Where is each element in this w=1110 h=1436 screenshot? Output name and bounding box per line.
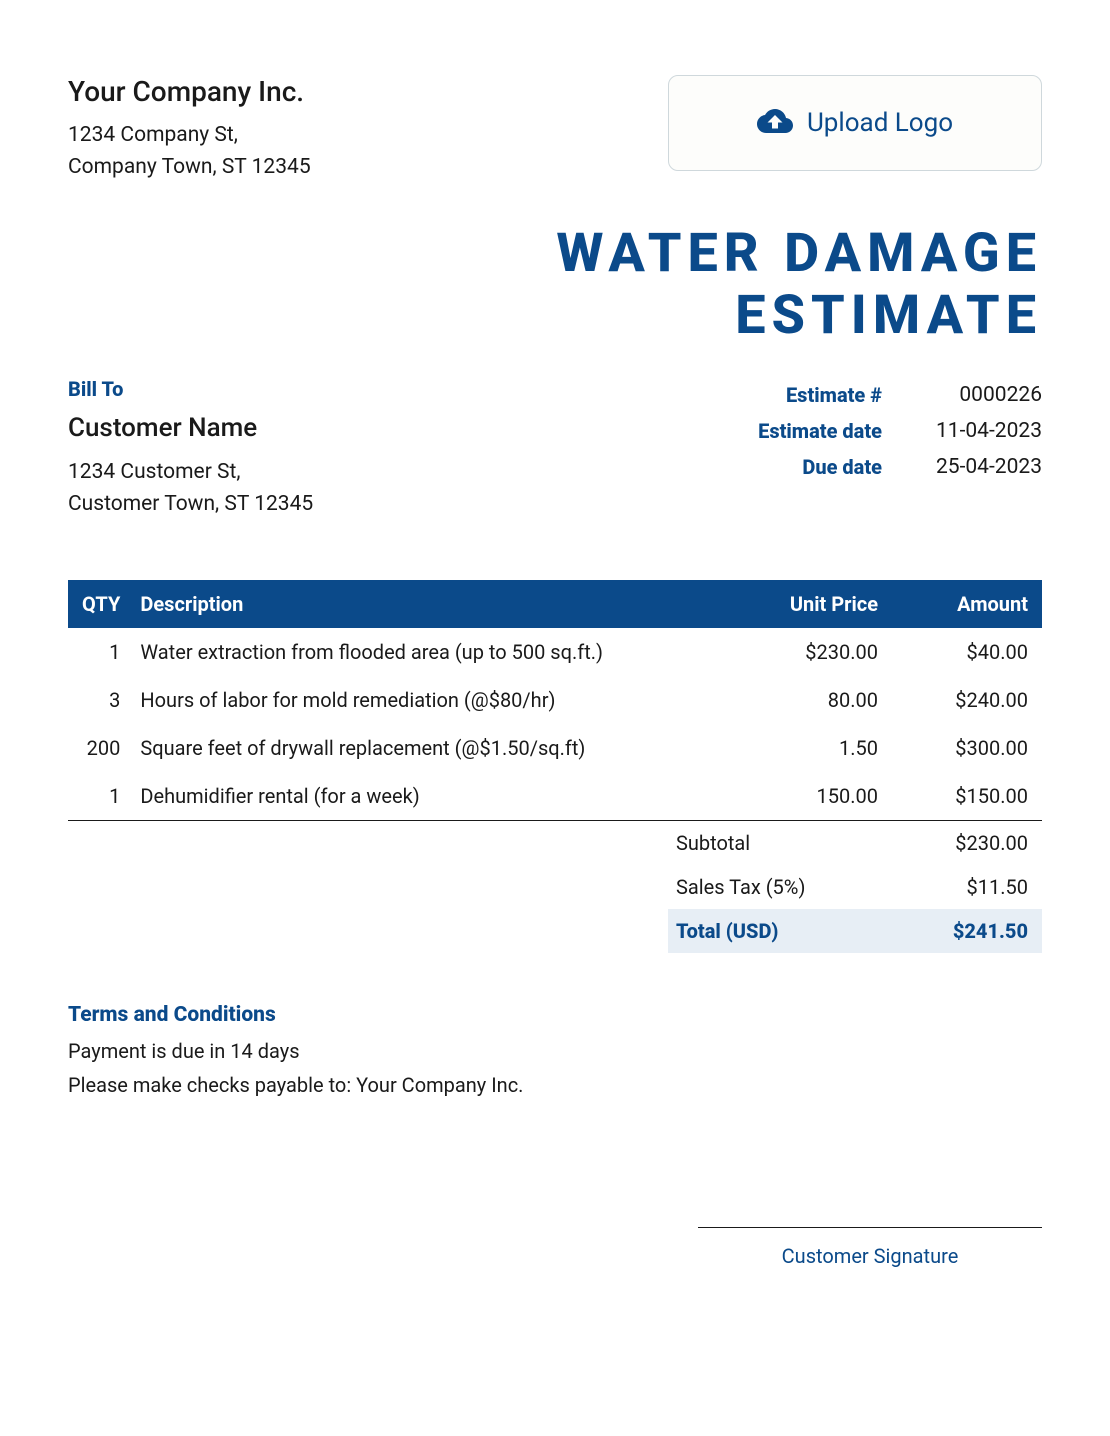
terms-line: Please make checks payable to: Your Comp… — [68, 1073, 1042, 1097]
signature-label: Customer Signature — [698, 1244, 1042, 1268]
upload-logo-button[interactable]: Upload Logo — [668, 75, 1042, 171]
signature-block: Customer Signature — [68, 1227, 1042, 1268]
line-items-table: QTY Description Unit Price Amount 1Water… — [68, 580, 1042, 821]
cell-unit-price: 150.00 — [742, 772, 892, 821]
document-title-line2: ESTIMATE — [68, 285, 1042, 347]
meta-value: 11-04-2023 — [882, 419, 1042, 443]
meta-row: Estimate #0000226 — [668, 377, 1042, 413]
cell-amount: $240.00 — [892, 676, 1042, 724]
cell-qty: 1 — [68, 628, 130, 676]
table-row: 1Water extraction from flooded area (up … — [68, 628, 1042, 676]
signature-line — [698, 1227, 1042, 1228]
company-address-line1: 1234 Company St, — [68, 120, 311, 152]
estimate-meta: Estimate #0000226Estimate date11-04-2023… — [668, 377, 1042, 485]
upload-logo-label: Upload Logo — [807, 108, 953, 138]
total-label: Sales Tax (5%) — [676, 875, 805, 899]
meta-label: Due date — [668, 455, 882, 479]
table-row: 200Square feet of drywall replacement (@… — [68, 724, 1042, 772]
col-amount: Amount — [892, 580, 1042, 628]
col-unit-price: Unit Price — [742, 580, 892, 628]
cell-qty: 3 — [68, 676, 130, 724]
document-title-line1: WATER DAMAGE — [68, 223, 1042, 285]
cell-description: Water extraction from flooded area (up t… — [130, 628, 742, 676]
company-name: Your Company Inc. — [68, 75, 311, 108]
total-value: $241.50 — [953, 919, 1028, 943]
total-value: $11.50 — [967, 875, 1028, 899]
cell-description: Square feet of drywall replacement (@$1.… — [130, 724, 742, 772]
total-row: Subtotal $230.00 — [668, 821, 1042, 865]
col-qty: QTY — [68, 580, 130, 628]
terms-heading: Terms and Conditions — [68, 1003, 1042, 1027]
total-label: Total (USD) — [676, 919, 778, 943]
table-row: 1Dehumidifier rental (for a week)150.00$… — [68, 772, 1042, 821]
table-row: 3Hours of labor for mold remediation (@$… — [68, 676, 1042, 724]
totals-block: Subtotal $230.00 Sales Tax (5%) $11.50 Total… — [68, 821, 1042, 953]
bill-to-heading: Bill To — [68, 377, 313, 401]
total-label: Subtotal — [676, 831, 750, 855]
cloud-upload-icon — [757, 107, 793, 139]
company-address-line2: Company Town, ST 12345 — [68, 152, 311, 184]
cell-qty: 1 — [68, 772, 130, 821]
cell-description: Hours of labor for mold remediation (@$8… — [130, 676, 742, 724]
cell-unit-price: 80.00 — [742, 676, 892, 724]
document-title: WATER DAMAGE ESTIMATE — [68, 223, 1042, 347]
cell-unit-price: 1.50 — [742, 724, 892, 772]
total-row: Sales Tax (5%) $11.50 — [668, 865, 1042, 909]
cell-amount: $300.00 — [892, 724, 1042, 772]
terms-block: Terms and Conditions Payment is due in 1… — [68, 1003, 1042, 1097]
cell-unit-price: $230.00 — [742, 628, 892, 676]
terms-line: Payment is due in 14 days — [68, 1039, 1042, 1063]
table-header-row: QTY Description Unit Price Amount — [68, 580, 1042, 628]
cell-qty: 200 — [68, 724, 130, 772]
meta-value: 25-04-2023 — [882, 455, 1042, 479]
cell-amount: $150.00 — [892, 772, 1042, 821]
cell-description: Dehumidifier rental (for a week) — [130, 772, 742, 821]
customer-name: Customer Name — [68, 413, 313, 443]
header-row: Your Company Inc. 1234 Company St, Compa… — [68, 75, 1042, 183]
meta-row: Estimate date11-04-2023 — [668, 413, 1042, 449]
company-block: Your Company Inc. 1234 Company St, Compa… — [68, 75, 311, 183]
total-value: $230.00 — [955, 831, 1028, 855]
meta-value: 0000226 — [882, 383, 1042, 407]
total-grand-row: Total (USD) $241.50 — [668, 909, 1042, 953]
meta-row: Due date25-04-2023 — [668, 449, 1042, 485]
meta-label: Estimate date — [668, 419, 882, 443]
meta-label: Estimate # — [668, 383, 882, 407]
customer-address-line2: Customer Town, ST 12345 — [68, 489, 313, 521]
info-row: Bill To Customer Name 1234 Customer St, … — [68, 377, 1042, 520]
bill-to-block: Bill To Customer Name 1234 Customer St, … — [68, 377, 313, 520]
cell-amount: $40.00 — [892, 628, 1042, 676]
col-description: Description — [130, 580, 742, 628]
customer-address-line1: 1234 Customer St, — [68, 457, 313, 489]
